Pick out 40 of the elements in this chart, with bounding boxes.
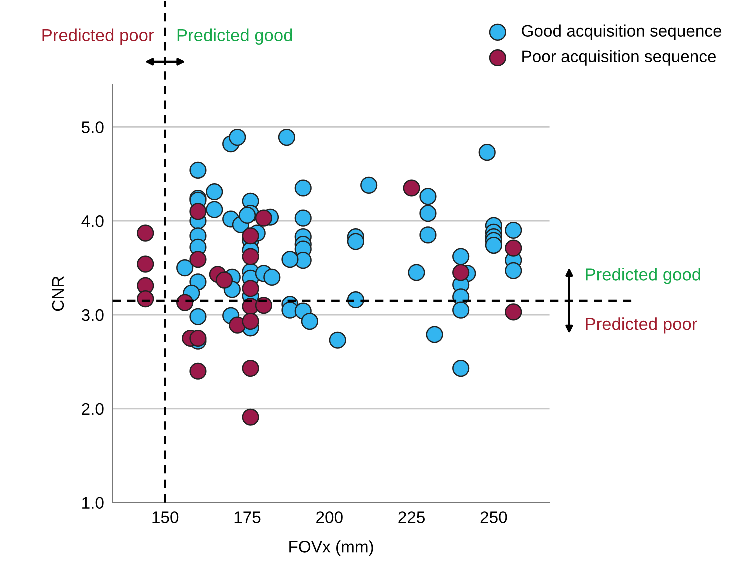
point: [137, 224, 154, 242]
y-tick-label: 1.0: [82, 497, 104, 510]
point: [216, 272, 234, 289]
x-axis-title: FOVx (mm): [290, 540, 374, 556]
point: [452, 264, 470, 282]
text: Predicted poor: [42, 28, 154, 45]
point: [176, 294, 194, 312]
point: [190, 362, 207, 380]
x-tick-label: 150: [152, 512, 179, 524]
x-tick-label: 200: [316, 512, 343, 524]
point: [137, 256, 154, 273]
point: [242, 248, 260, 266]
point: [242, 360, 260, 378]
point: [242, 408, 260, 426]
y-tick-label: 3.0: [82, 309, 104, 322]
x-tick-label: 175: [234, 512, 261, 524]
y-tick-label: 4.0: [82, 216, 104, 228]
legend-label: Poor acquisition sequence: [522, 50, 716, 66]
point: [137, 290, 154, 308]
point: [255, 210, 272, 227]
point: [403, 180, 420, 197]
point: [505, 304, 522, 321]
text: Predicted poor: [586, 318, 698, 334]
x-tick-label: 250: [480, 512, 508, 524]
x-tick-label: 225: [398, 512, 425, 524]
point: [190, 330, 207, 348]
point: [242, 313, 260, 330]
text: Predicted good: [586, 268, 700, 284]
point: [190, 251, 207, 268]
y-axis-title: CNR: [52, 276, 64, 312]
point: [242, 280, 260, 298]
point: [190, 203, 207, 220]
legend-label: Good acquisition sequence: [522, 24, 722, 40]
point: [505, 240, 522, 257]
point: [229, 316, 246, 334]
point: [242, 228, 260, 245]
y-tick-label: 2.0: [82, 403, 104, 416]
point: [255, 297, 272, 314]
y-tick-label: 5.0: [82, 122, 104, 134]
text: Predicted good: [178, 28, 292, 45]
